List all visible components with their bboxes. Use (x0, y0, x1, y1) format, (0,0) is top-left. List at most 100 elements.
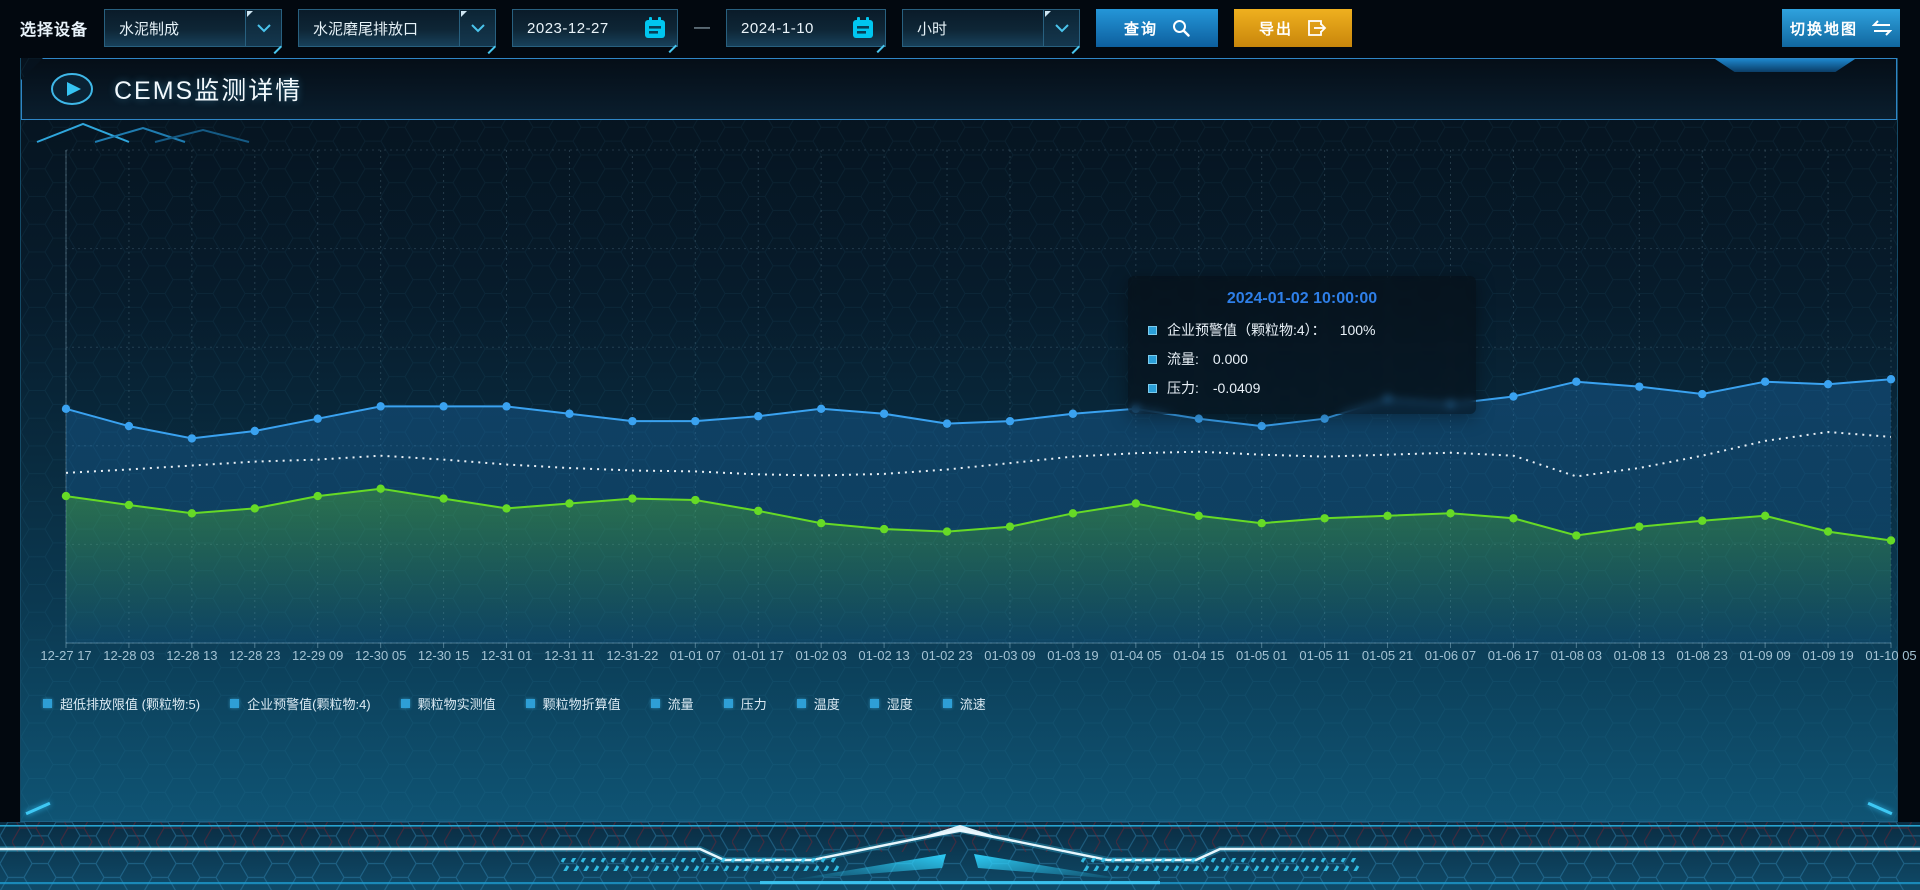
legend-item[interactable]: 颗粒物折算值 (525, 694, 621, 713)
page-title: CEMS监测详情 (114, 77, 303, 105)
device-select-label: 选择设备 (20, 22, 89, 39)
series-marker-icon (1148, 354, 1157, 364)
legend-marker-icon (942, 699, 952, 708)
x-axis-label: 12-28 23 (229, 648, 281, 663)
x-axis-label: 01-06 17 (1487, 648, 1540, 663)
x-axis-label: 01-02 03 (795, 648, 847, 663)
start-date-value: 2023-12-27 (527, 19, 609, 37)
legend-item[interactable]: 流量 (650, 694, 694, 713)
legend-label: 企业预警值(颗粒物:4) (247, 697, 371, 712)
legend-label: 超低排放限值 (颗粒物:5) (60, 697, 201, 712)
chevron-down-icon (1043, 10, 1080, 46)
x-axis-label: 01-02 23 (921, 648, 973, 663)
export-button-label: 导出 (1259, 20, 1294, 38)
legend-marker-icon (869, 699, 879, 708)
x-axis-label: 01-08 23 (1676, 648, 1728, 663)
x-axis-label: 01-04 15 (1173, 648, 1225, 663)
end-date-picker[interactable]: 2024-1-10 (726, 9, 887, 47)
interval-select[interactable]: 小时 (902, 9, 1081, 47)
x-axis-label: 12-31 11 (544, 648, 595, 663)
chart-tooltip: 2024-01-02 10:00:00 企业预警值（颗粒物:4）： 100% 流… (1128, 276, 1476, 414)
header-accent (1715, 59, 1855, 72)
legend-item[interactable]: 企业预警值(颗粒物:4) (230, 694, 371, 713)
query-button-label: 查询 (1124, 20, 1159, 38)
tooltip-label: 压力: (1167, 380, 1199, 396)
legend-marker-icon (723, 699, 733, 708)
x-axis-label: 12-30 05 (354, 648, 407, 663)
export-button[interactable]: 导出 (1234, 9, 1353, 47)
x-axis-label: 01-02 13 (858, 648, 910, 663)
start-date-picker[interactable]: 2023-12-27 (512, 9, 679, 47)
tooltip-row: 流量: 0.000 (1148, 349, 1456, 369)
chart-legend: 超低排放限值 (颗粒物:5) 企业预警值(颗粒物:4) 颗粒物实测值 颗粒物折算值 流量… (43, 694, 986, 713)
x-axis-label: 12-28 03 (103, 648, 155, 663)
cems-line-chart[interactable]: 12-27 17 12-28 03 12-28 13 12-28 23 12-29 09… (21, 120, 1917, 820)
switch-map-button[interactable]: 切换地图 (1782, 9, 1900, 47)
chevron-down-icon (459, 10, 496, 46)
tooltip-timestamp: 2024-01-02 10:00:00 (1226, 290, 1378, 307)
legend-label: 湿度 (886, 697, 913, 712)
tooltip-label: 企业预警值（颗粒物:4）： (1167, 322, 1326, 338)
series-line-流量 (65, 378, 1892, 440)
legend-marker-icon (525, 699, 535, 708)
legend-label: 流速 (959, 697, 986, 712)
query-button[interactable]: 查询 (1096, 9, 1219, 47)
legend-label: 压力 (740, 697, 767, 712)
outlet-select[interactable]: 水泥磨尾排放口 (298, 9, 497, 47)
x-axis-label: 12-31 01 (480, 648, 533, 663)
x-axis-label: 01-03 19 (1047, 648, 1099, 663)
x-axis-label: 12-30 15 (417, 648, 470, 663)
x-axis-label: 12-31-22 (606, 648, 659, 663)
end-date-value: 2024-1-10 (741, 19, 814, 37)
outlet-select-value: 水泥磨尾排放口 (313, 20, 419, 38)
swap-arrows-icon (1872, 20, 1892, 36)
device-select-value: 水泥制成 (119, 20, 180, 38)
legend-item[interactable]: 压力 (723, 694, 767, 713)
x-axis-label: 01-08 13 (1613, 648, 1665, 663)
legend-item[interactable]: 颗粒物实测值 (400, 694, 496, 713)
legend-item[interactable]: 湿度 (869, 694, 913, 713)
footer-decoration (0, 822, 1920, 890)
series-marker-icon (1148, 325, 1157, 335)
x-axis-label: 01-05 21 (1361, 648, 1414, 663)
tooltip-label: 流量: (1167, 351, 1199, 367)
play-icon[interactable] (50, 72, 94, 106)
series-marker-icon (1148, 383, 1157, 393)
top-toolbar: 选择设备 水泥制成 水泥磨尾排放口 2023-12-27 — 2024-1-10… (0, 0, 1920, 56)
chevron-down-icon (245, 10, 282, 46)
switch-map-button-label: 切换地图 (1789, 20, 1858, 38)
x-axis-label: 01-03 09 (984, 648, 1036, 663)
legend-label: 流量 (667, 697, 694, 712)
legend-marker-icon (43, 699, 52, 708)
interval-select-value: 小时 (917, 20, 948, 38)
date-range-separator: — (694, 19, 711, 36)
tooltip-row: 压力: -0.0409 (1148, 378, 1456, 398)
x-axis-label: 01-08 03 (1550, 648, 1603, 663)
calendar-icon[interactable] (633, 10, 677, 46)
cems-panel: CEMS监测详情 12-27 17 12-28 03 12-28 13 12-28 2… (20, 58, 1917, 822)
x-axis-label: 01-04 05 (1110, 648, 1162, 663)
legend-marker-icon (796, 699, 806, 708)
legend-label: 颗粒物实测值 (417, 697, 496, 712)
calendar-icon[interactable] (841, 10, 885, 46)
x-axis-label: 01-05 01 (1236, 648, 1288, 663)
legend-item[interactable]: 流速 (942, 694, 986, 713)
x-axis: 12-27 17 12-28 03 12-28 13 12-28 23 12-29 09… (21, 648, 1916, 668)
search-icon (1173, 20, 1190, 37)
x-axis-label: 12-28 13 (166, 648, 218, 663)
x-axis-label: 01-01 07 (669, 648, 721, 663)
x-axis-label: 01-10 05 (1865, 648, 1917, 663)
legend-item[interactable]: 超低排放限值 (颗粒物:5) (43, 694, 200, 713)
x-axis-label: 12-29 09 (292, 648, 344, 663)
legend-marker-icon (400, 699, 410, 708)
tooltip-row: 企业预警值（颗粒物:4）： 100% (1148, 320, 1456, 340)
tooltip-value: 100% (1339, 322, 1376, 338)
series-line-企业预警值(颗粒物:4) (65, 430, 1892, 478)
x-axis-label: 01-01 17 (732, 648, 784, 663)
x-axis-label: 01-09 19 (1802, 648, 1854, 663)
legend-item[interactable]: 温度 (796, 694, 840, 713)
export-icon (1308, 20, 1327, 36)
device-select[interactable]: 水泥制成 (104, 9, 283, 47)
legend-label: 温度 (813, 697, 840, 712)
legend-marker-icon (230, 699, 240, 708)
